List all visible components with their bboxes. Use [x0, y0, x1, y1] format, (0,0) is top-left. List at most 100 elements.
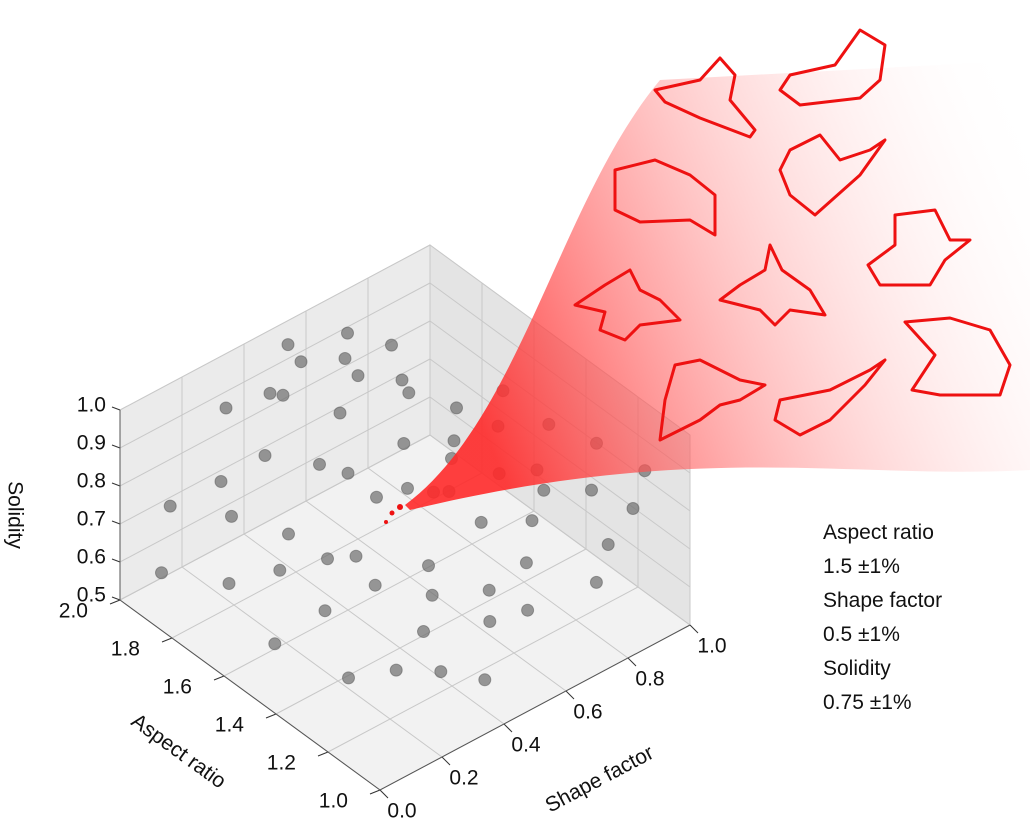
point [385, 338, 398, 352]
z-tick [111, 596, 121, 601]
z-tick-label: 0.6 [77, 546, 106, 569]
z-axis-label: Solidity [3, 481, 26, 549]
z-tick [111, 482, 121, 487]
y-tick [213, 675, 225, 681]
point [318, 604, 332, 618]
contour [778, 133, 887, 217]
point [478, 673, 492, 687]
note-value: 0.75 ±1% [823, 691, 912, 714]
point [342, 671, 355, 685]
note-label: Aspect ratio [823, 521, 934, 544]
point [368, 578, 382, 592]
contours [573, 28, 1012, 442]
x-tick-label: 0.4 [511, 734, 541, 757]
y-tick-label: 1.0 [319, 790, 348, 813]
grid-line [181, 566, 443, 758]
highlight-fan [405, 60, 1030, 510]
note-value: 0.5 ±1% [823, 623, 900, 646]
contour [653, 56, 757, 139]
contour [613, 158, 717, 237]
note-label: Shape factor [823, 589, 943, 612]
grid-line [119, 320, 431, 487]
point [214, 475, 228, 488]
point [370, 490, 383, 504]
y-tick [317, 751, 329, 757]
x-tick-label: 0.0 [387, 800, 416, 821]
point [341, 326, 354, 340]
point [447, 434, 461, 448]
point [401, 481, 414, 495]
y-tick-label: 1.8 [111, 638, 140, 661]
point [589, 575, 603, 589]
point [402, 386, 416, 400]
point [537, 483, 551, 497]
grid-line [243, 533, 505, 725]
point [321, 552, 334, 566]
point [521, 603, 535, 617]
contour [866, 208, 972, 287]
selected-points [384, 504, 403, 524]
x-tick-label: 0.6 [573, 701, 602, 724]
grid-line [275, 548, 587, 715]
point [434, 665, 448, 679]
x-tick [565, 690, 575, 700]
point [422, 559, 435, 573]
point [313, 457, 326, 471]
z-tick-label: 0.7 [77, 508, 106, 531]
note-value: 1.5 ±1% [823, 555, 900, 578]
point [273, 563, 287, 577]
y-tick [265, 713, 277, 719]
points [155, 326, 652, 687]
z-tick [111, 444, 121, 449]
point [585, 483, 598, 497]
x-tick [441, 756, 451, 766]
point [483, 615, 497, 628]
y-tick [161, 637, 173, 643]
point [601, 538, 615, 551]
point [219, 401, 233, 415]
point [482, 583, 496, 597]
x-tick [689, 624, 699, 634]
point [222, 577, 236, 590]
point [474, 515, 488, 529]
point [425, 588, 439, 602]
note-label: Solidity [823, 657, 891, 680]
grid-line [429, 396, 691, 588]
point [333, 406, 347, 420]
grid-line [119, 396, 431, 563]
grid-line [327, 586, 639, 753]
x-tick-label: 0.8 [635, 668, 664, 691]
contour [573, 268, 682, 342]
y-tick-label: 1.2 [267, 752, 296, 775]
z-tick-label: 0.8 [77, 470, 106, 493]
point [155, 566, 168, 580]
y-tick [109, 599, 121, 605]
grid-line [119, 434, 431, 601]
z-tick-label: 1.0 [77, 394, 106, 417]
y-tick-label: 2.0 [59, 600, 88, 623]
contour [773, 358, 887, 437]
grid-line [367, 467, 629, 659]
point [349, 549, 363, 563]
x-tick-label: 1.0 [697, 635, 726, 658]
point [395, 373, 409, 387]
x-tick [627, 657, 637, 667]
axis-line [379, 624, 691, 791]
contour [658, 358, 767, 442]
contour [718, 243, 827, 327]
x-axis-label: Shape factor [542, 741, 658, 817]
point [450, 401, 463, 415]
point [276, 388, 290, 402]
point [163, 499, 177, 513]
z-tick [111, 520, 121, 525]
point [397, 437, 411, 450]
point [281, 338, 295, 352]
point [525, 514, 539, 528]
contour [778, 28, 887, 107]
point [282, 527, 295, 541]
point [294, 355, 308, 369]
point [351, 369, 365, 383]
selected-point [384, 520, 388, 524]
